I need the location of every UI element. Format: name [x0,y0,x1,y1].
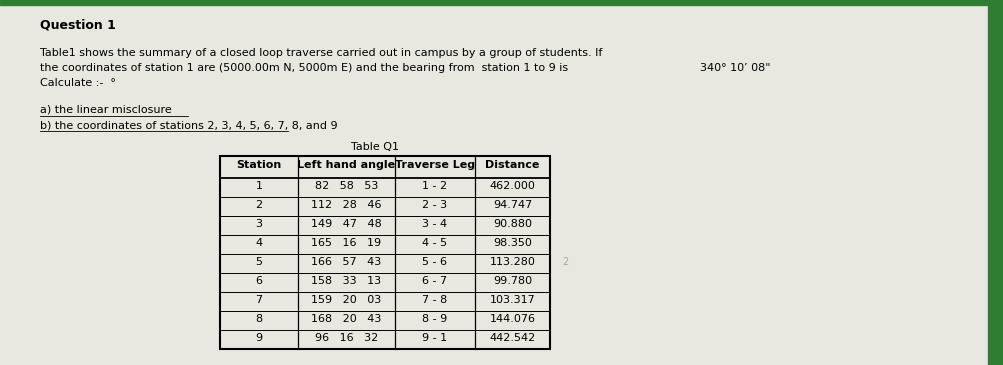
Text: 340° 10’ 08": 340° 10’ 08" [699,63,769,73]
Text: the coordinates of station 1 are (5000.00m N, 5000m E) and the bearing from  sta: the coordinates of station 1 are (5000.0… [40,63,568,73]
Text: 113.280: 113.280 [489,257,535,267]
Bar [220,156,550,349]
Text: 98.350: 98.350 [492,238,532,248]
Text: 1: 1 [255,181,262,191]
Text: 9 - 1: 9 - 1 [422,333,447,343]
Text: Station: Station [236,160,282,170]
Text: 158   33   13: 158 33 13 [311,276,381,286]
Text: 165   16   19: 165 16 19 [311,238,381,248]
Text: 8 - 9: 8 - 9 [422,314,447,324]
Text: b) the coordinates of stations 2, 3, 4, 5, 6, 7, 8, and 9: b) the coordinates of stations 2, 3, 4, … [40,120,337,130]
Text: Left hand angle: Left hand angle [297,160,395,170]
Text: 166   57   43: 166 57 43 [311,257,381,267]
Text: 2: 2 [255,200,263,210]
Bar [0,0,1003,5]
Text: 103.317: 103.317 [489,295,535,305]
Text: 159   20   03: 159 20 03 [311,295,381,305]
Text: Distance: Distance [484,160,540,170]
Text: Calculate :-  °: Calculate :- ° [40,78,115,88]
Text: 2 - 3: 2 - 3 [422,200,447,210]
Text: 8: 8 [255,314,263,324]
Text: a) the linear misclosure: a) the linear misclosure [40,105,172,115]
Text: 112   28   46: 112 28 46 [311,200,381,210]
Text: 7: 7 [255,295,263,305]
Text: 462.000: 462.000 [489,181,535,191]
Text: 4: 4 [255,238,263,248]
Bar [987,0,1003,365]
Text: 94.747: 94.747 [492,200,532,210]
Text: 6 - 7: 6 - 7 [422,276,447,286]
Text: Question 1: Question 1 [40,18,115,31]
Text: 82   58   53: 82 58 53 [315,181,378,191]
Text: 7 - 8: 7 - 8 [422,295,447,305]
Text: 149   47   48: 149 47 48 [311,219,381,229]
Text: 144.076: 144.076 [489,314,535,324]
Text: Traverse Leg: Traverse Leg [394,160,474,170]
Text: 2: 2 [562,257,568,267]
Text: 3 - 4: 3 - 4 [422,219,447,229]
Text: 442.542: 442.542 [488,333,535,343]
Text: 90.880: 90.880 [492,219,532,229]
Text: 168   20   43: 168 20 43 [311,314,381,324]
Text: 3: 3 [255,219,262,229]
Text: 4 - 5: 4 - 5 [422,238,447,248]
Text: 5 - 6: 5 - 6 [422,257,447,267]
Text: 99.780: 99.780 [492,276,532,286]
Text: Table1 shows the summary of a closed loop traverse carried out in campus by a gr: Table1 shows the summary of a closed loo… [40,48,602,58]
Text: Table Q1: Table Q1 [351,142,398,152]
Text: 96   16   32: 96 16 32 [315,333,378,343]
Text: 1 - 2: 1 - 2 [422,181,447,191]
Text: 5: 5 [255,257,262,267]
Text: 9: 9 [255,333,263,343]
Text: 6: 6 [255,276,262,286]
